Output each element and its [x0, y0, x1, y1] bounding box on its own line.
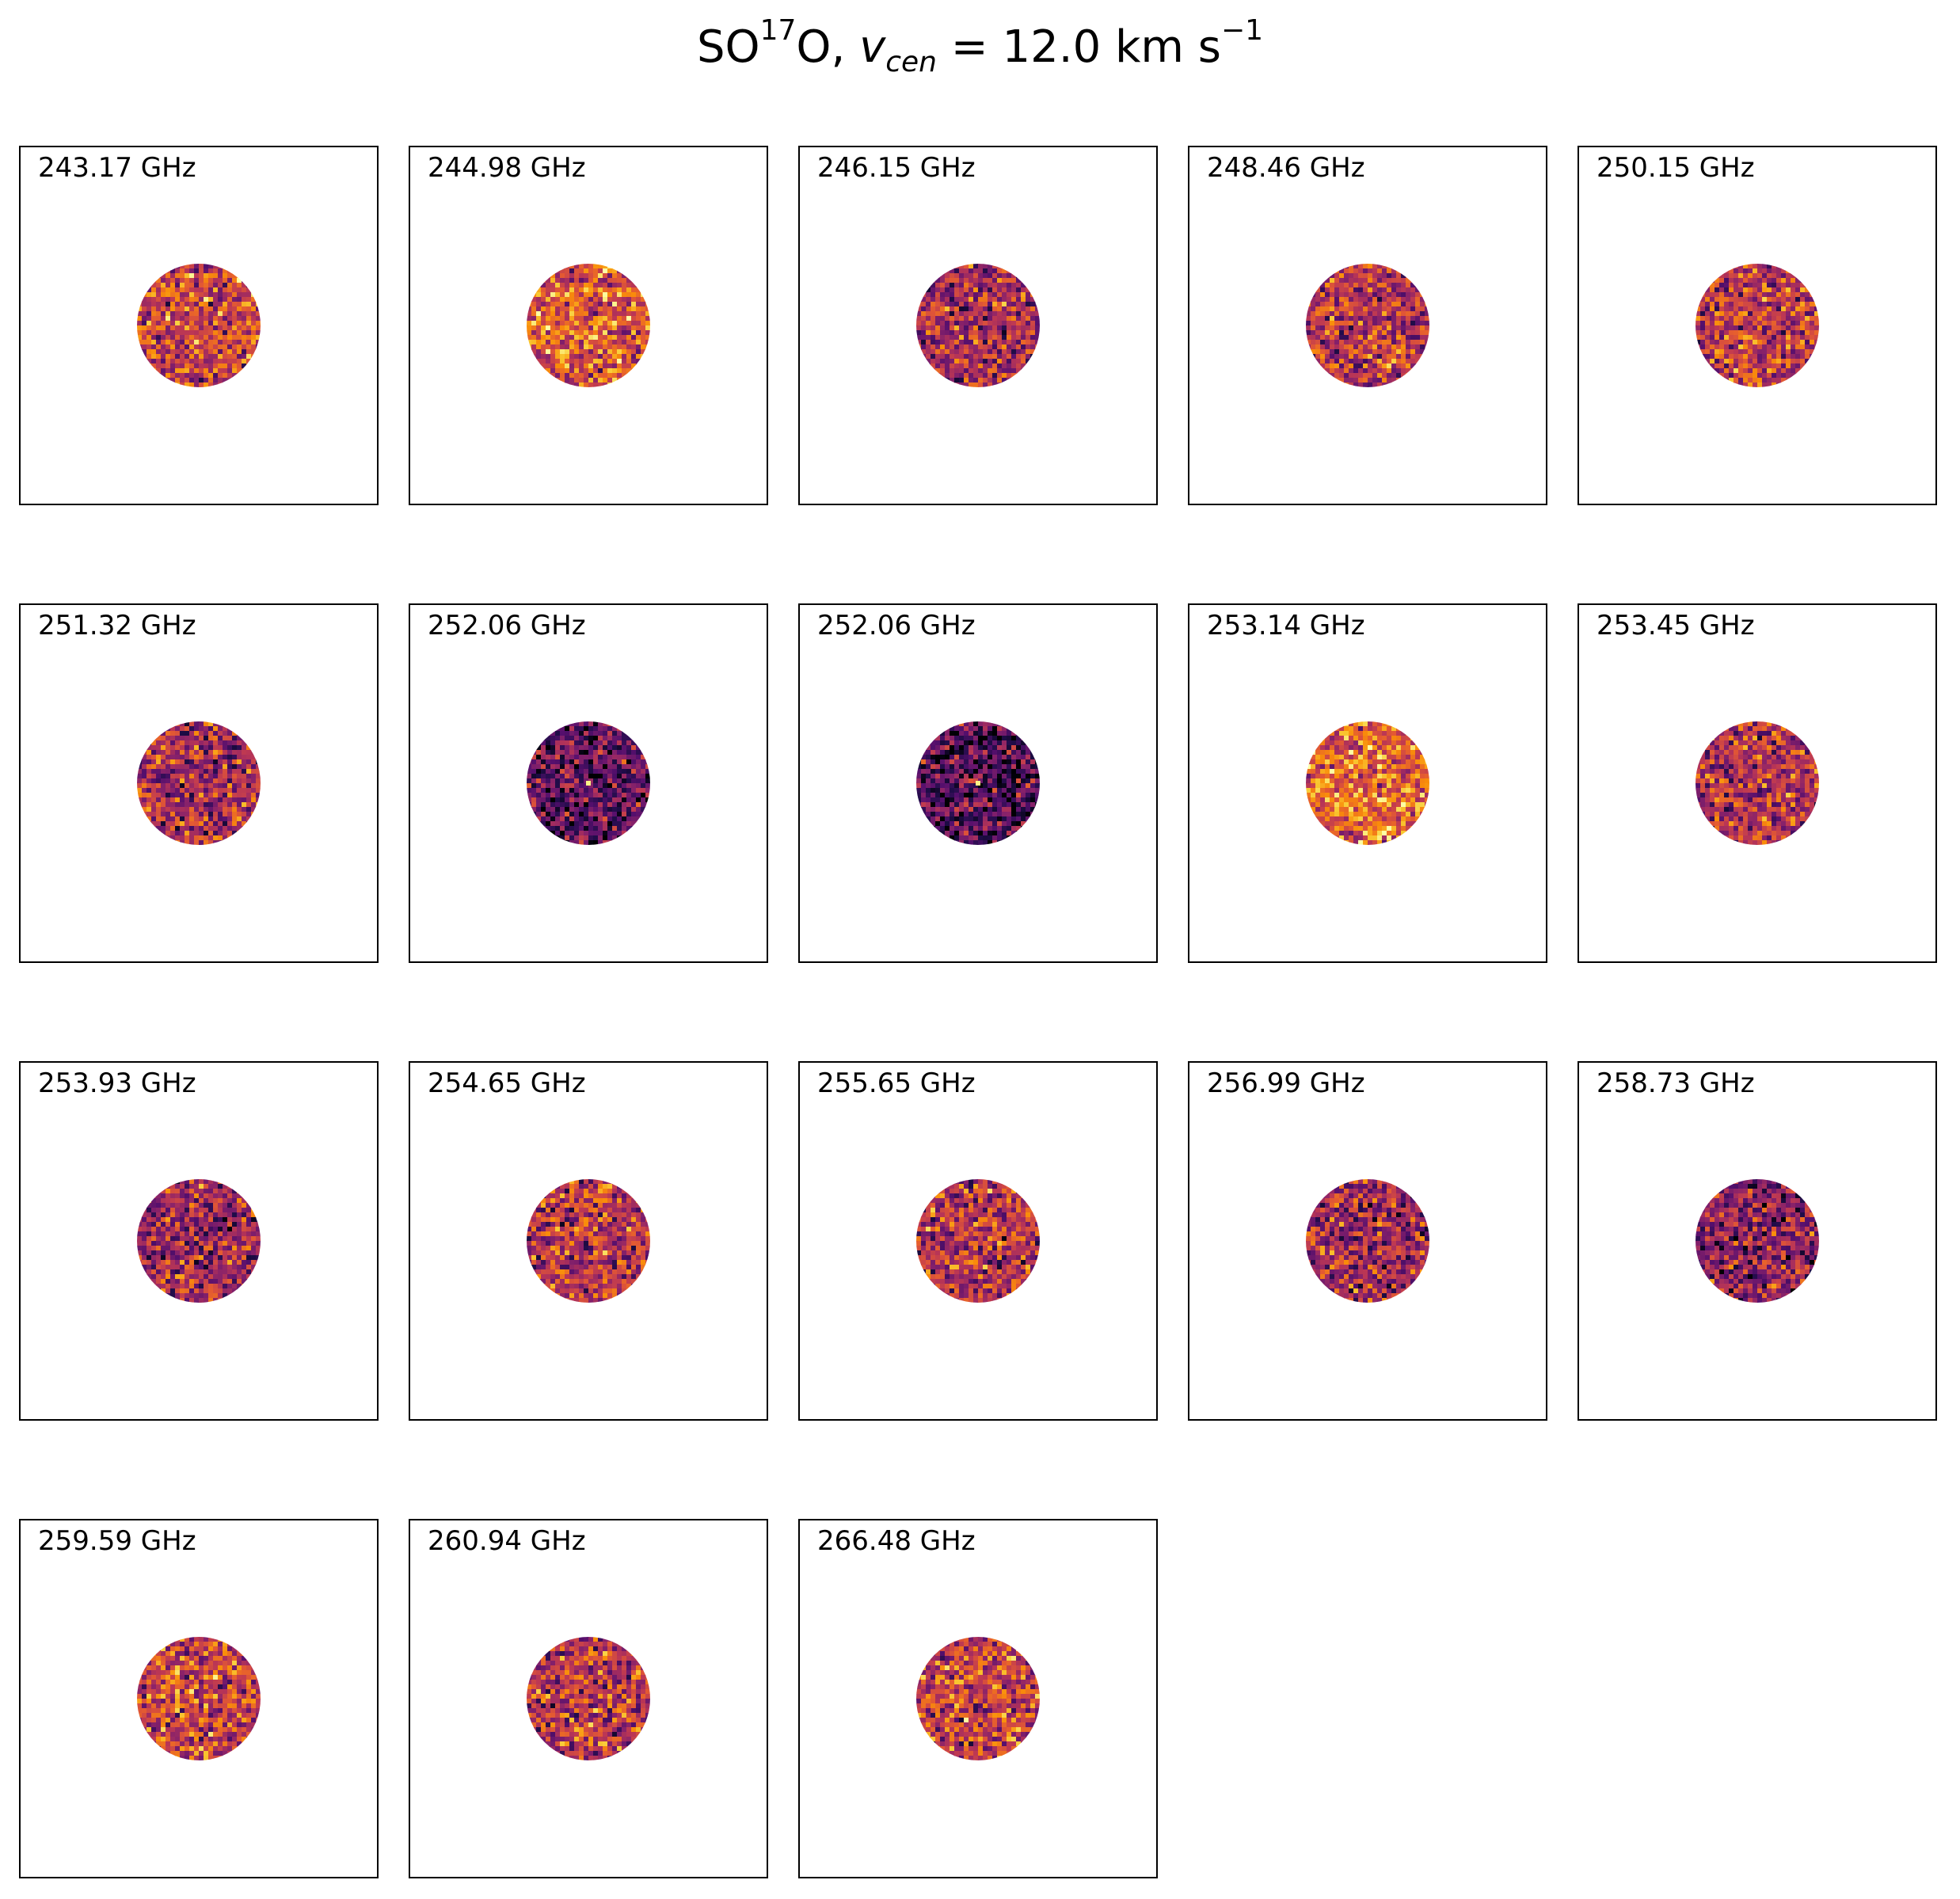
panel-frequency-label: 255.65 GHz [817, 1067, 976, 1099]
panel-frequency-label: 253.93 GHz [38, 1067, 196, 1099]
channel-image [916, 264, 1040, 387]
panel-frequency-label: 253.45 GHz [1597, 610, 1755, 641]
title-species-superscript: 17 [759, 14, 797, 47]
channel-panel: 253.14 GHz [1188, 603, 1547, 963]
panel-frequency-label: 259.59 GHz [38, 1525, 196, 1557]
central-peak [976, 781, 980, 786]
channel-image [527, 1179, 650, 1303]
channel-image [1695, 721, 1819, 845]
panel-frequency-label: 252.06 GHz [817, 610, 976, 641]
channel-panel: 256.99 GHz [1188, 1061, 1547, 1421]
panel-frequency-label: 253.14 GHz [1207, 610, 1365, 641]
channel-image [1306, 721, 1429, 845]
panel-frequency-label: 258.73 GHz [1597, 1067, 1755, 1099]
channel-image [916, 721, 1040, 845]
emission-disk [916, 1637, 1040, 1760]
emission-disk [137, 1179, 261, 1303]
channel-image [527, 264, 650, 387]
panel-frequency-label: 252.06 GHz [428, 610, 586, 641]
channel-panel: 255.65 GHz [798, 1061, 1158, 1421]
channel-panel: 254.65 GHz [409, 1061, 768, 1421]
channel-image [1306, 264, 1429, 387]
panel-frequency-label: 244.98 GHz [428, 152, 586, 184]
emission-disk [527, 721, 650, 845]
channel-image [916, 1637, 1040, 1760]
title-velocity-symbol: v [859, 21, 886, 73]
channel-panel: 266.48 GHz [798, 1519, 1158, 1878]
channel-image [1695, 1179, 1819, 1303]
emission-disk [1306, 721, 1429, 845]
channel-panel: 252.06 GHz [409, 603, 768, 963]
channel-panel: 253.93 GHz [19, 1061, 379, 1421]
title-species-suffix: O, [796, 21, 860, 73]
channel-panel: 258.73 GHz [1578, 1061, 1937, 1421]
emission-disk [527, 264, 650, 387]
panel-frequency-label: 248.46 GHz [1207, 152, 1365, 184]
channel-image [137, 264, 261, 387]
emission-disk [916, 1179, 1040, 1303]
title-velocity-value: = 12.0 km s [936, 21, 1221, 73]
channel-image [916, 1179, 1040, 1303]
channel-image [137, 1179, 261, 1303]
emission-disk [137, 264, 261, 387]
emission-disk [1695, 1179, 1819, 1303]
emission-disk [1306, 1179, 1429, 1303]
title-velocity-unit-exponent: −1 [1220, 14, 1264, 47]
channel-image [137, 1637, 261, 1760]
emission-disk [916, 264, 1040, 387]
channel-panel: 260.94 GHz [409, 1519, 768, 1878]
channel-panel: 248.46 GHz [1188, 146, 1547, 505]
panel-frequency-label: 243.17 GHz [38, 152, 196, 184]
title-species-prefix: SO [696, 21, 760, 73]
title-velocity-subscript: cen [885, 46, 937, 78]
channel-image [1695, 264, 1819, 387]
panel-frequency-label: 266.48 GHz [817, 1525, 976, 1557]
emission-disk [137, 1637, 261, 1760]
channel-panel: 250.15 GHz [1578, 146, 1937, 505]
panel-frequency-label: 260.94 GHz [428, 1525, 586, 1557]
central-peak [586, 781, 591, 786]
channel-panel: 246.15 GHz [798, 146, 1158, 505]
channel-image [527, 1637, 650, 1760]
emission-disk [916, 721, 1040, 845]
channel-image [137, 721, 261, 845]
channel-panel: 259.59 GHz [19, 1519, 379, 1878]
channel-image [527, 721, 650, 845]
channel-panel: 244.98 GHz [409, 146, 768, 505]
channel-panel: 252.06 GHz [798, 603, 1158, 963]
channel-image [1306, 1179, 1429, 1303]
panel-frequency-label: 250.15 GHz [1597, 152, 1755, 184]
emission-disk [1306, 264, 1429, 387]
panel-frequency-label: 256.99 GHz [1207, 1067, 1365, 1099]
panel-frequency-label: 254.65 GHz [428, 1067, 586, 1099]
emission-disk [137, 721, 261, 845]
channel-panel: 253.45 GHz [1578, 603, 1937, 963]
channel-panel: 251.32 GHz [19, 603, 379, 963]
panel-frequency-label: 251.32 GHz [38, 610, 196, 641]
channel-panel: 243.17 GHz [19, 146, 379, 505]
emission-disk [1695, 264, 1819, 387]
emission-disk [527, 1637, 650, 1760]
emission-disk [1695, 721, 1819, 845]
emission-disk [527, 1179, 650, 1303]
figure-title: SO17O, vcen = 12.0 km s−1 [0, 16, 1960, 79]
panel-frequency-label: 246.15 GHz [817, 152, 976, 184]
